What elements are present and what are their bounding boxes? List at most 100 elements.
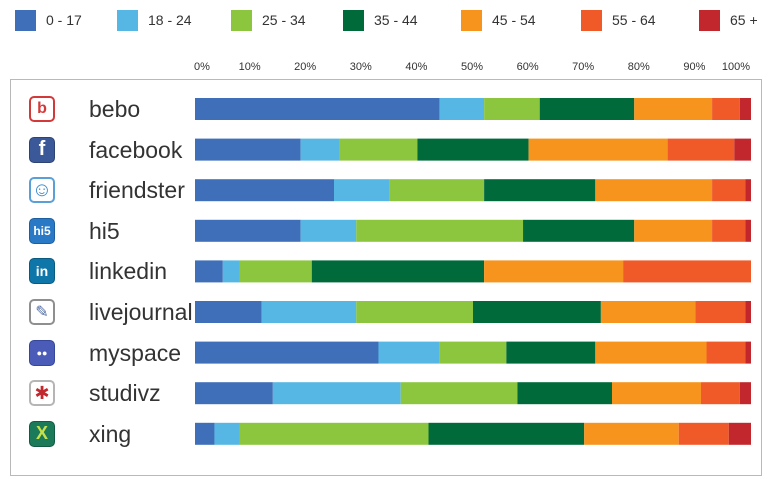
x-tick-label: 80% — [628, 61, 650, 73]
bar-segment — [595, 179, 713, 202]
bar-segment — [712, 219, 746, 242]
bar-segment — [239, 260, 312, 283]
bar-segment — [517, 382, 612, 405]
x-tick-label: 60% — [517, 61, 539, 73]
bar-segment — [584, 422, 679, 445]
legend-swatch — [699, 9, 720, 31]
bar-segment — [634, 98, 713, 120]
x-tick-label: 20% — [294, 61, 316, 73]
bar-segment — [300, 219, 357, 242]
xing-icon: X — [29, 420, 55, 447]
x-tick-label: 100% — [722, 61, 750, 73]
bar-segment — [339, 138, 418, 161]
chart-legend: 0 - 17 18 - 24 25 - 34 35 - 44 45 - 54 55 - 6… — [0, 0, 774, 40]
bar-segment — [523, 219, 635, 242]
bar-segment — [239, 422, 429, 445]
legend-swatch — [15, 9, 36, 31]
legend-item: 35 - 44 — [343, 9, 418, 31]
bar-segment — [300, 138, 340, 161]
bar-segment — [734, 138, 751, 161]
x-tick-label: 40% — [405, 61, 427, 73]
bar-segment — [439, 341, 507, 364]
bar-segment — [484, 179, 596, 202]
x-tick-label: 30% — [350, 61, 372, 73]
bar-segment — [745, 301, 751, 323]
bar-segment — [739, 98, 751, 120]
facebook-icon: f — [29, 136, 55, 163]
bar-segment — [728, 422, 751, 445]
bar-segment — [634, 219, 713, 242]
studivz-icon: ✱ — [29, 380, 55, 407]
bar-segment — [539, 98, 635, 120]
bar-segment — [417, 138, 529, 161]
bar-segment — [745, 341, 751, 364]
bar-segment — [695, 301, 746, 323]
category-label: livejournal — [89, 299, 193, 325]
bar-segment — [595, 341, 707, 364]
legend-label: 18 - 24 — [148, 12, 192, 28]
bar-segment — [195, 301, 262, 323]
bebo-icon: b — [29, 96, 55, 122]
bar-segment — [378, 341, 440, 364]
bar-segment — [612, 382, 701, 405]
bar-segment — [195, 219, 301, 242]
legend-swatch — [343, 9, 364, 31]
bar-segment — [334, 179, 390, 202]
bar-segment — [528, 138, 668, 161]
legend-item: 18 - 24 — [117, 9, 192, 31]
bar-segment — [739, 382, 751, 405]
bar-segment — [195, 341, 379, 364]
bar-segment — [600, 301, 696, 323]
bar-segment — [195, 422, 215, 445]
bar-segment — [667, 138, 735, 161]
legend-swatch — [581, 9, 602, 31]
bar-segment — [389, 179, 485, 202]
legend-label: 0 - 17 — [46, 12, 82, 28]
x-axis-ticks: 0% 10% 20% 30% 40% 50% 60% 70% 80% 90% 100% — [194, 61, 750, 73]
legend-item: 55 - 64 — [581, 9, 656, 31]
bar-segment — [311, 260, 485, 283]
bar-segment — [484, 260, 624, 283]
legend-item: 65 + — [699, 9, 758, 31]
legend-label: 55 - 64 — [612, 12, 656, 28]
legend-label: 35 - 44 — [374, 12, 418, 28]
bar-segment — [473, 301, 601, 323]
legend-swatch — [461, 9, 482, 31]
bar-segment — [356, 301, 473, 323]
hi5-icon: hi5 — [29, 217, 55, 244]
bar-segment — [506, 341, 596, 364]
bar-segment — [745, 219, 751, 242]
category-label: hi5 — [89, 217, 120, 244]
category-label: myspace — [89, 339, 182, 366]
bar-segment — [195, 179, 334, 202]
bar-segment — [712, 98, 740, 120]
bar-segment — [712, 179, 746, 202]
x-tick-label: 70% — [572, 61, 594, 73]
bar-segment — [195, 138, 301, 161]
legend-item: 25 - 34 — [231, 9, 306, 31]
bar-segment — [484, 98, 540, 120]
legend-item: 45 - 54 — [461, 9, 536, 31]
bar-segment — [400, 382, 518, 405]
bar-segment — [195, 382, 273, 405]
livejournal-icon: ✎ — [29, 299, 55, 325]
bar-segment — [195, 98, 440, 120]
linkedin-icon: in — [29, 258, 55, 285]
category-label: friendster — [89, 177, 185, 204]
bar-segment — [745, 179, 751, 202]
x-tick-label: 0% — [194, 61, 210, 73]
x-tick-label: 50% — [461, 61, 483, 73]
bar-segment — [428, 422, 585, 445]
category-label: xing — [89, 420, 132, 447]
bar-segment — [706, 341, 746, 364]
legend-item: 0 - 17 — [15, 9, 82, 31]
chart-panel: b bebo f facebook ☺ friendster hi5 hi5 in linkedi… — [10, 79, 762, 476]
legend-swatch — [117, 9, 138, 31]
bar-segment — [678, 422, 729, 445]
x-tick-label: 90% — [683, 61, 705, 73]
legend-label: 45 - 54 — [492, 12, 536, 28]
bar-segment — [195, 260, 223, 283]
x-tick-label: 10% — [239, 61, 261, 73]
stacked-bar-chart — [195, 98, 751, 445]
bar-segment — [272, 382, 401, 405]
